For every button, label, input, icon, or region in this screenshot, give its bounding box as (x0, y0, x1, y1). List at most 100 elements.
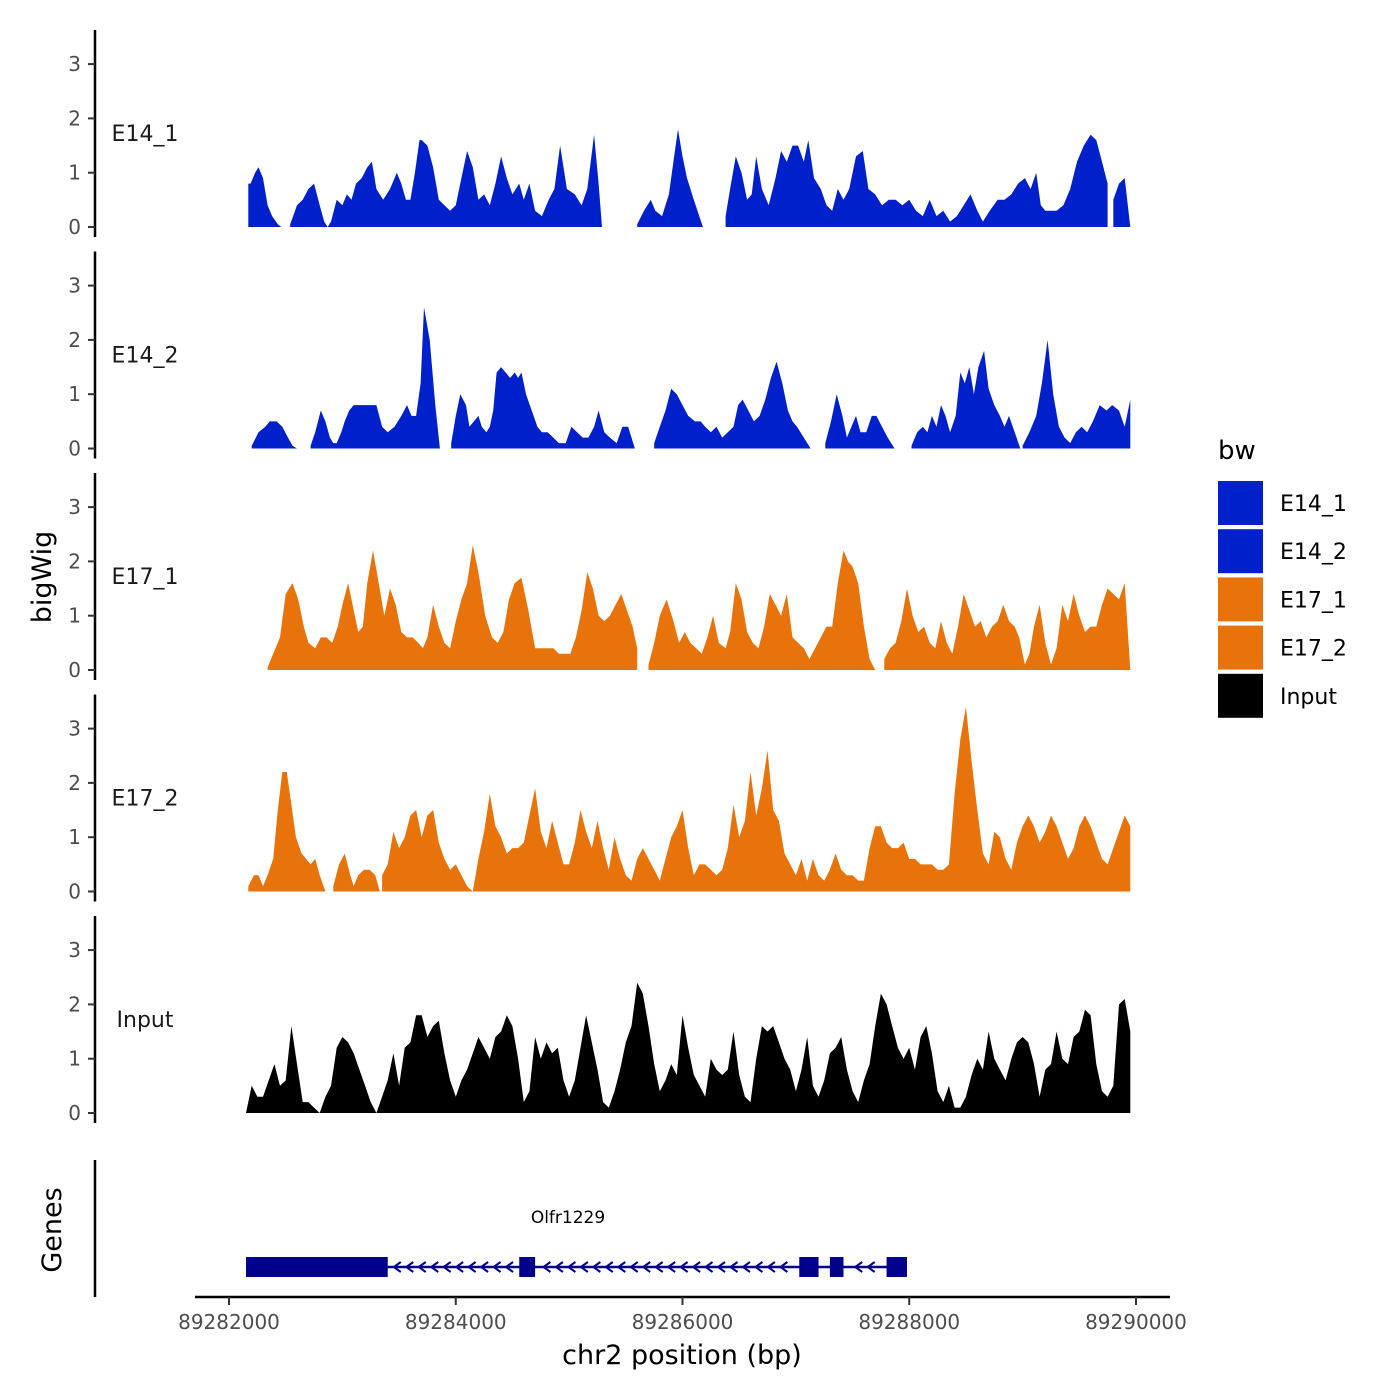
track-Input: 0 1 2 3 Input (68, 916, 1131, 1125)
strand-arrow (778, 1261, 788, 1273)
y-tick-label: 0 (68, 658, 81, 682)
track-label: E14_2 (112, 344, 179, 369)
strand-arrow (579, 1261, 589, 1273)
coverage-area-E14_2 (451, 367, 635, 449)
legend: bw E14_1 E14_2 E17_1 E17_2 Input (1218, 436, 1347, 718)
y-tick-label: 3 (68, 717, 81, 741)
strand-arrow (678, 1261, 689, 1273)
y-tick-label: 2 (68, 771, 81, 795)
legend-label: E17_2 (1280, 637, 1347, 662)
strand-arrow (766, 1261, 776, 1273)
y-tick-label: 0 (68, 215, 81, 239)
x-tick-label: 89282000 (178, 1310, 280, 1334)
strand-arrow (554, 1261, 564, 1273)
strand-arrow (404, 1261, 414, 1273)
y-tick-label: 0 (68, 880, 81, 904)
coverage-area-E17_1 (648, 550, 876, 670)
strand-arrow (666, 1261, 676, 1273)
track-label: E17_1 (112, 565, 179, 590)
strand-arrow (392, 1261, 402, 1273)
gene-model (246, 1257, 907, 1277)
gene-exon (519, 1257, 536, 1277)
x-ticks: 89282000 89284000 89286000 89288000 89290000 (178, 1297, 1187, 1334)
y-tick-label: 1 (68, 161, 81, 185)
legend-swatch (1218, 625, 1263, 670)
coverage-area-E14_2 (310, 307, 440, 449)
coverage-area-E14_2 (825, 394, 895, 449)
track-E17_2: 0 1 2 3 E17_2 (68, 694, 1131, 904)
strand-arrow (716, 1261, 726, 1273)
y-tick-label: 3 (68, 938, 81, 962)
x-tick-label: 89288000 (858, 1310, 960, 1334)
y-tick-label: 0 (68, 437, 81, 461)
legend-swatch (1218, 529, 1263, 574)
strand-arrow (417, 1261, 427, 1273)
y-tick-label: 1 (68, 825, 81, 849)
coverage-area-E17_2 (382, 706, 1131, 892)
coverage-tracks: 0 1 2 3 E14_1 0 1 2 3 E14_2 0 1 2 3 E17_1 0 1 2 3 E17_2 0 1 2 3… (68, 30, 1131, 1125)
coverage-area-E14_2 (911, 350, 1021, 449)
x-axis-title: chr2 position (bp) (562, 1340, 802, 1371)
strand-arrow (865, 1261, 876, 1273)
legend-label: Input (1280, 685, 1337, 710)
y-tick-label: 2 (68, 328, 81, 352)
strand-arrow (491, 1261, 502, 1273)
legend-swatch (1218, 673, 1263, 718)
gene-name-label: Olfr1229 (531, 1208, 605, 1228)
track-E17_1: 0 1 2 3 E17_1 (68, 473, 1131, 682)
legend-swatch (1218, 577, 1263, 622)
x-tick-label: 89284000 (405, 1310, 507, 1334)
strand-arrow (541, 1261, 552, 1273)
x-tick-label: 89286000 (632, 1310, 734, 1334)
coverage-area-E17_1 (884, 583, 1131, 670)
strand-arrow (479, 1261, 489, 1273)
strand-arrow (616, 1261, 626, 1273)
legend-label: E14_1 (1280, 492, 1347, 517)
y-tick-label: 3 (68, 52, 81, 76)
strand-arrow (429, 1261, 439, 1273)
track-E14_2: 0 1 2 3 E14_2 (68, 251, 1131, 461)
y-tick-label: 2 (68, 106, 81, 130)
coverage-area-E17_1 (267, 545, 638, 670)
coverage-area-E14_1 (1113, 178, 1131, 227)
legend-title: bw (1218, 436, 1256, 466)
y-tick-label: 0 (68, 1101, 81, 1125)
track-E14_1: 0 1 2 3 E14_1 (68, 30, 1131, 239)
coverage-area-E17_2 (333, 853, 380, 892)
strand-arrow (454, 1261, 464, 1273)
y-tick-label: 1 (68, 382, 81, 406)
strand-arrow (703, 1261, 714, 1273)
y-tick-label: 2 (68, 549, 81, 573)
coverage-area-E14_1 (248, 167, 282, 227)
legend-label: E17_1 (1280, 588, 1347, 613)
gene-exon (799, 1257, 819, 1277)
coverage-area-E14_2 (251, 421, 297, 449)
strand-arrow (753, 1261, 764, 1273)
coverage-area-Input (246, 982, 1131, 1113)
y-tick-label: 1 (68, 604, 81, 628)
legend-swatch (1218, 481, 1263, 525)
strand-arrow (591, 1261, 601, 1273)
track-label: E14_1 (112, 122, 179, 147)
coverage-area-E14_1 (637, 129, 703, 227)
legend-label: E14_2 (1280, 540, 1347, 565)
strand-arrow (653, 1261, 664, 1273)
x-tick-label: 89290000 (1085, 1310, 1187, 1334)
gene-exon (246, 1257, 388, 1277)
strand-arrow (566, 1261, 576, 1273)
y-tick-label: 3 (68, 495, 81, 519)
coverage-area-E14_1 (290, 134, 630, 227)
genes-track: Genes Olfr1229 (37, 1160, 907, 1297)
coverage-area-E17_2 (248, 772, 326, 892)
strand-arrow (728, 1261, 739, 1273)
track-label: E17_2 (112, 787, 179, 812)
coverage-area-E14_2 (1022, 339, 1131, 449)
gene-exon (829, 1257, 844, 1277)
y-tick-label: 2 (68, 992, 81, 1016)
y-axis-title: bigWig (27, 531, 58, 624)
strand-arrow (629, 1261, 639, 1273)
strand-arrow (466, 1261, 477, 1273)
coverage-area-E14_2 (654, 361, 811, 449)
strand-arrow (641, 1261, 651, 1273)
